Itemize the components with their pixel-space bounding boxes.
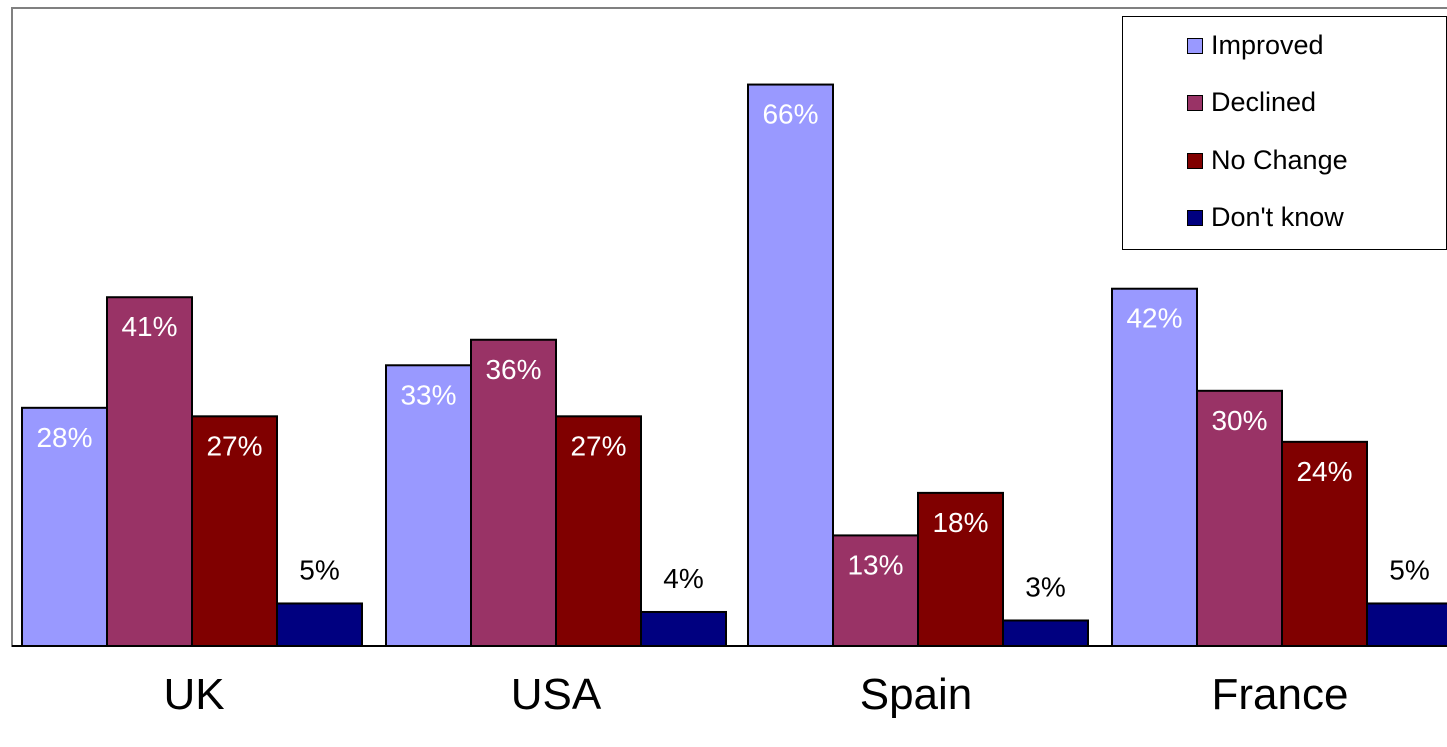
value-label-spain-declined: 13%	[847, 549, 903, 580]
legend-label-improved: Improved	[1211, 30, 1324, 60]
legend-swatch-improved	[1187, 37, 1203, 54]
value-label-france-improved: 42%	[1126, 303, 1182, 334]
value-label-spain-don-t-know: 3%	[1025, 571, 1065, 602]
bar-spain-declined	[832, 534, 919, 647]
value-label-uk-declined: 41%	[121, 311, 177, 342]
legend-swatch-no-change	[1187, 152, 1203, 169]
bar-france-don-t-know	[1366, 602, 1447, 648]
legend-item-improved: Improved	[1187, 30, 1324, 61]
value-label-spain-no-change: 18%	[932, 507, 988, 538]
legend-label-no-change: No Change	[1211, 145, 1348, 175]
value-label-usa-declined: 36%	[485, 354, 541, 385]
value-label-uk-no-change: 27%	[206, 430, 262, 461]
bars-group	[21, 83, 1447, 648]
value-label-usa-don-t-know: 4%	[663, 563, 703, 594]
bar-france-improved	[1111, 287, 1198, 647]
value-label-france-no-change: 24%	[1296, 456, 1352, 487]
bar-uk-declined	[106, 296, 193, 647]
category-label-uk: UK	[163, 670, 225, 719]
category-label-france: France	[1211, 670, 1349, 719]
bar-usa-no-change	[555, 415, 642, 647]
bar-spain-don-t-know	[1002, 619, 1089, 647]
value-label-spain-improved: 66%	[762, 99, 818, 130]
legend-label-dont-know: Don't know	[1211, 202, 1344, 232]
bar-spain-improved	[747, 83, 834, 647]
bar-france-no-change	[1281, 440, 1368, 647]
value-label-usa-no-change: 27%	[570, 430, 626, 461]
bar-spain-no-change	[917, 491, 1004, 647]
legend-swatch-dont-know	[1187, 209, 1203, 226]
value-label-france-declined: 30%	[1211, 405, 1267, 436]
bar-uk-don-t-know	[276, 602, 363, 648]
legend-label-declined: Declined	[1211, 87, 1317, 117]
legend-item-declined: Declined	[1187, 87, 1316, 118]
category-label-spain: Spain	[859, 670, 973, 719]
value-label-usa-improved: 33%	[400, 379, 456, 410]
legend-item-no-change: No Change	[1187, 145, 1348, 176]
legend-item-dont-know: Don't know	[1187, 202, 1344, 233]
value-label-france-don-t-know: 5%	[1389, 554, 1429, 585]
legend-swatch-declined	[1187, 94, 1203, 111]
bar-france-declined	[1196, 389, 1283, 647]
legend: Improved Declined No Change Don't know	[1122, 16, 1447, 250]
category-label-usa: USA	[510, 670, 602, 719]
value-label-uk-don-t-know: 5%	[299, 554, 339, 585]
bar-usa-declined	[470, 338, 557, 647]
value-labels-group: 28% 41% 27% 5% 33% 36% 27% 4% 66% 13% 18% 3% 42% 30% 2…	[36, 99, 1429, 603]
bar-usa-don-t-know	[640, 610, 727, 647]
value-label-uk-improved: 28%	[36, 422, 92, 453]
